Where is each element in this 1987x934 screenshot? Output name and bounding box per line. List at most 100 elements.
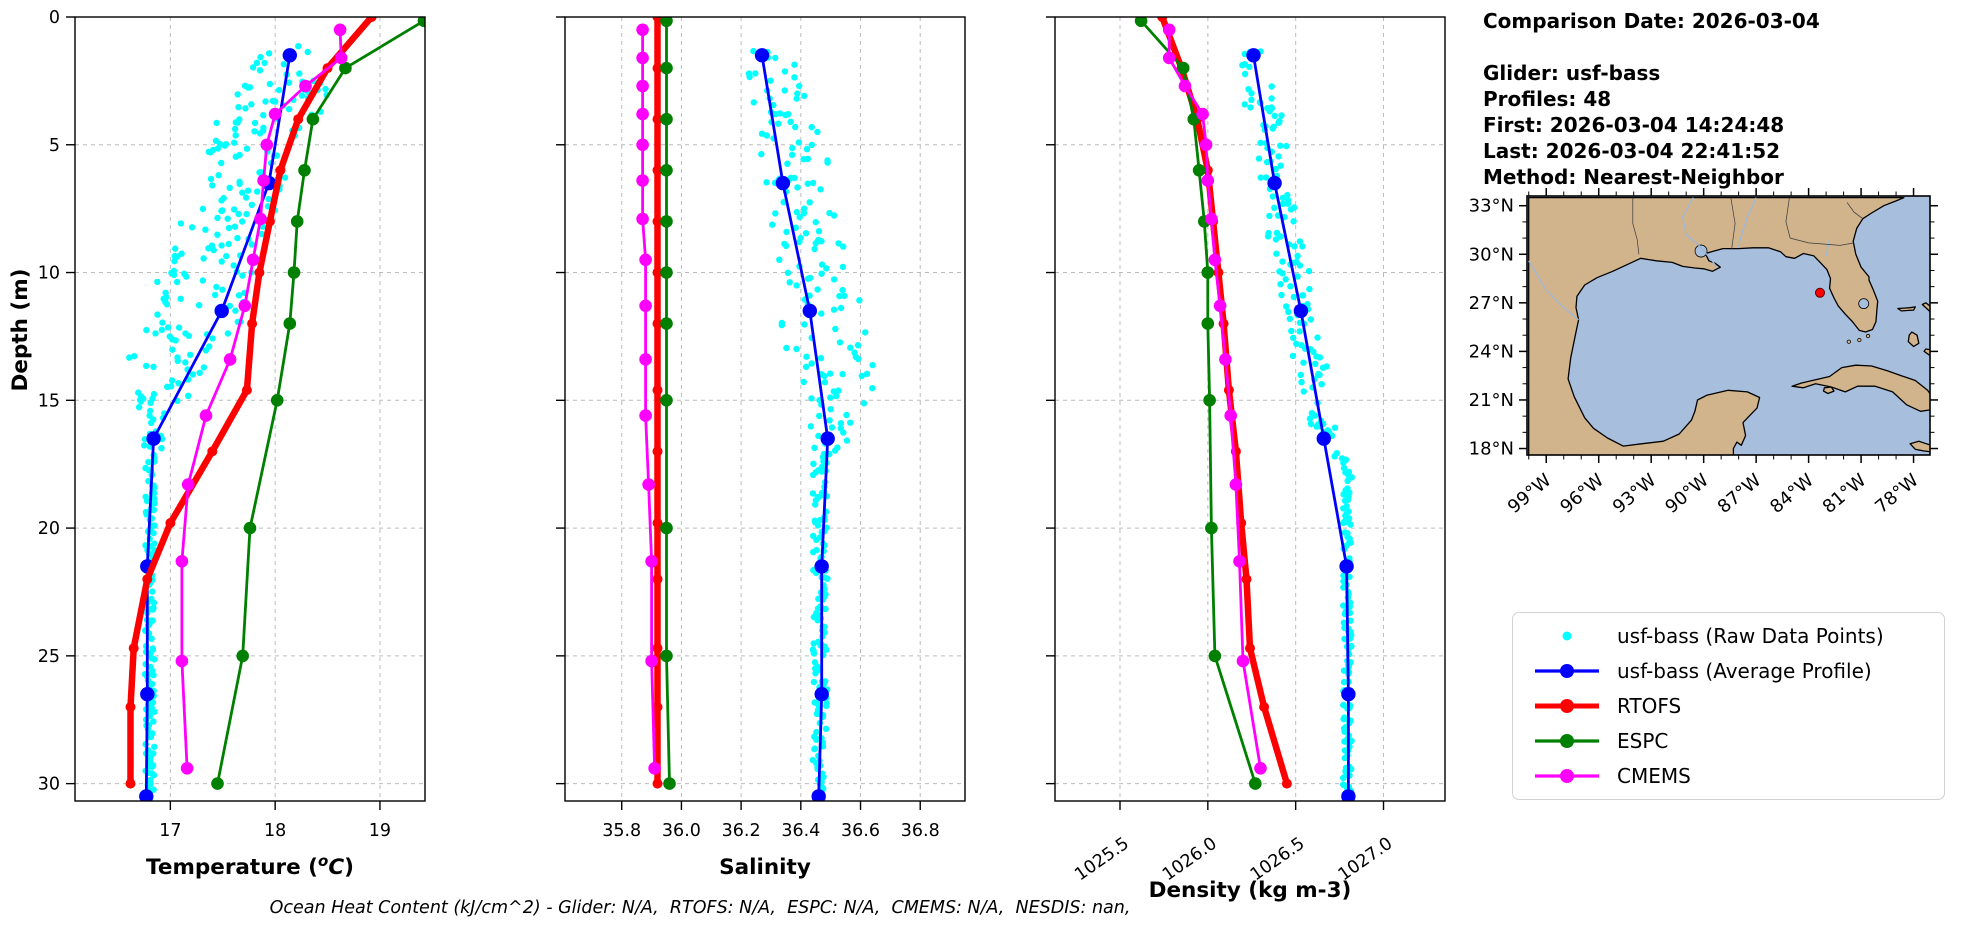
gridlines [1055,17,1445,801]
island [1846,339,1851,344]
comparison-date-text: Comparison Date: 2026-03-04 [1483,9,1820,33]
raw-scatter [1239,48,1356,795]
tick-marks [556,16,921,810]
map-spines [1526,195,1931,456]
salinity-plot: 35.8 36.0 36.2 36.4 36.6 36.8 Salinity [556,16,966,880]
profiles-count-text: Profiles: 48 [1483,87,1612,111]
river [1682,197,1718,268]
avg-marker-icon [1535,664,1599,679]
svg-text:1025.5: 1025.5 [1071,834,1133,886]
cmems-line [636,23,661,775]
cmems-line [175,23,348,775]
glider-location-marker [1814,287,1825,298]
svg-text:18°N: 18°N [1469,439,1514,460]
land-polygon [1897,306,1916,312]
last-time-text: Last: 2026-03-04 22:41:52 [1483,139,1781,163]
state-border [1730,197,1736,250]
svg-text:19: 19 [369,821,391,841]
svg-text:18: 18 [264,821,286,841]
legend-label-raw: usf-bass (Raw Data Points) [1617,624,1884,649]
svg-text:36.6: 36.6 [841,821,880,841]
gulf-map: 18°N 21°N 24°N 27°N 30°N 33°N 99°W 96°W 93°W 90°W… [1469,188,1938,518]
legend-item-raw: usf-bass (Raw Data Points) [1531,619,1944,653]
legend-label-avg: usf-bass (Average Profile) [1617,659,1872,684]
axes-spines [564,16,966,802]
rtofs-line [652,17,663,789]
svg-text:78°W: 78°W [1871,470,1923,518]
map-ticks [1519,188,1938,463]
average-profile-line [139,48,297,801]
salinity-axis-label: Salinity [719,855,811,880]
method-text: Method: Nearest-Neighbor [1483,165,1784,189]
legend-item-cmems: CMEMS [1531,759,1944,793]
rtofs-line [125,17,377,789]
svg-text:10: 10 [38,264,60,284]
map-minor-ticks [1522,191,1935,460]
svg-text:0: 0 [49,8,60,28]
cmems-line [1162,23,1267,775]
legend-label-rtofs: RTOFS [1617,693,1682,718]
svg-text:25: 25 [38,647,60,667]
info-spacer [1483,34,1820,60]
land-polygon [1909,440,1930,453]
svg-text:17: 17 [159,821,181,841]
average-profile-line [1246,48,1356,801]
svg-text:36.4: 36.4 [781,821,820,841]
espc-line [1134,17,1262,790]
river [1825,239,1831,257]
rtofs-marker-icon [1535,698,1599,713]
x-tick-labels: 35.8 36.0 36.2 36.4 36.6 36.8 [602,821,939,841]
ohc-footer: Ocean Heat Content (kJ/cm^2) - Glider: N… [269,898,1131,918]
espc-line [211,17,425,790]
average-profile-line [754,48,835,801]
svg-text:21°N: 21°N [1469,390,1514,411]
tick-marks [1046,16,1385,810]
river [1737,197,1757,248]
svg-text:90°W: 90°W [1661,470,1713,518]
legend-item-rtofs: RTOFS [1531,689,1944,723]
svg-text:36.8: 36.8 [901,821,940,841]
espc-marker-icon [1535,733,1599,748]
svg-text:30: 30 [38,775,60,795]
svg-text:84°W: 84°W [1766,470,1818,518]
cmems-marker-icon [1535,768,1599,783]
svg-text:99°W: 99°W [1504,470,1556,518]
land-polygon [1923,348,1930,357]
svg-text:15: 15 [38,391,60,411]
temperature-axis-label: Temperature (oC) [146,852,354,880]
svg-text:87°W: 87°W [1714,470,1766,518]
svg-text:35.8: 35.8 [602,821,641,841]
x-tick-labels: 17 18 19 [159,821,391,841]
axes-spines [1054,16,1446,802]
state-border [1785,197,1791,239]
state-border [1632,197,1640,255]
tick-marks [66,16,381,810]
density-axis-label: Density (kg m-3) [1149,878,1352,903]
svg-text:96°W: 96°W [1556,470,1608,518]
y-tick-labels: 0 5 10 15 20 25 30 [38,8,60,795]
svg-text:30°N: 30°N [1469,244,1514,265]
legend: usf-bass (Raw Data Points) usf-bass (Aver… [1512,612,1945,800]
svg-text:24°N: 24°N [1469,341,1514,362]
land-polygon [1528,196,1905,455]
svg-text:36.2: 36.2 [722,821,761,841]
info-panel: Comparison Date: 2026-03-04 Glider: usf-… [1483,8,1820,190]
map-y-tick-labels: 18°N 21°N 24°N 27°N 30°N 33°N [1469,196,1514,460]
gridlines [75,17,425,801]
svg-text:81°W: 81°W [1819,470,1871,518]
raw-marker-icon [1562,631,1572,641]
raw-scatter [745,47,876,792]
legend-item-avg: usf-bass (Average Profile) [1531,654,1944,688]
lake [1694,244,1708,258]
land-polygon [1907,331,1920,348]
island [1857,337,1862,343]
svg-text:33°N: 33°N [1469,196,1514,217]
legend-item-espc: ESPC [1531,724,1944,758]
legend-label-espc: ESPC [1617,728,1669,753]
svg-text:93°W: 93°W [1609,470,1661,518]
land-polygon [1791,364,1930,412]
espc-line [660,17,676,790]
map-x-tick-labels: 99°W 96°W 93°W 90°W 87°W 84°W 81°W 78°W [1504,470,1923,518]
